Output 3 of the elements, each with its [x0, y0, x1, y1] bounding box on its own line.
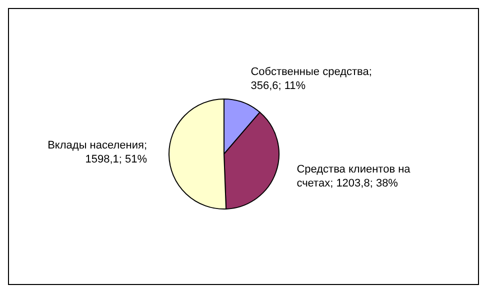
slice-label: Собственные средства; 356,6; 11% — [250, 66, 372, 92]
slice-label: Средства клиентов на счетах; 1203,8; 38% — [296, 163, 412, 190]
slice-label: Вклады населения; 1598,1; 51% — [48, 139, 148, 166]
